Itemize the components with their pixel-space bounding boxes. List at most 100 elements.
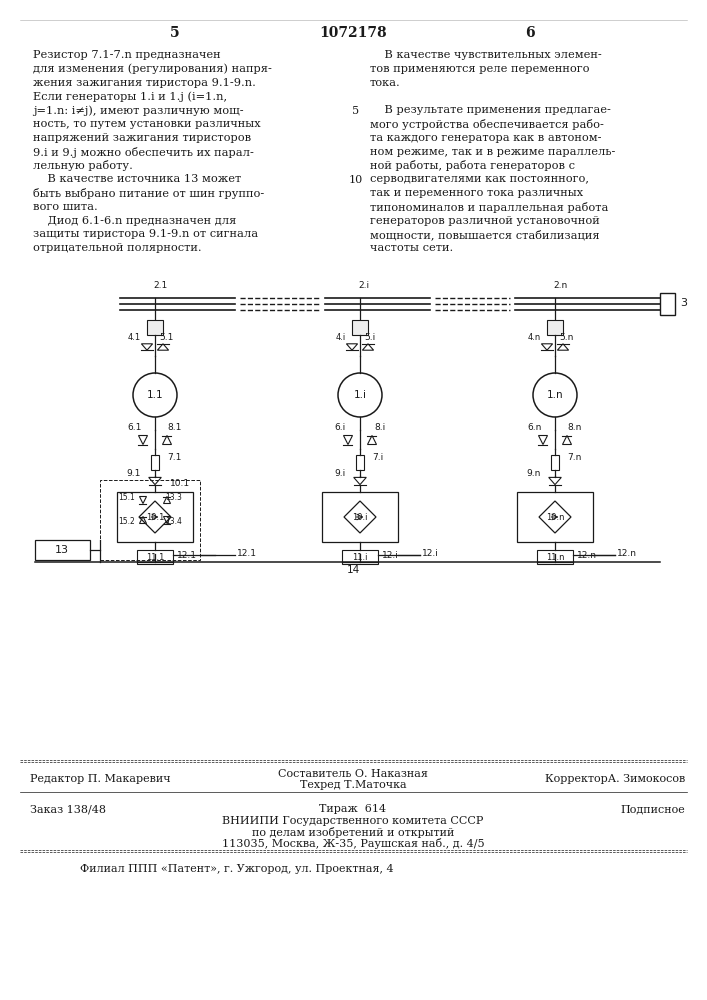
Text: Подписное: Подписное (620, 804, 685, 814)
Bar (356, 455, 364, 470)
Text: ВНИИПИ Государственного комитета СССР: ВНИИПИ Государственного комитета СССР (222, 816, 484, 826)
Text: j=1.n: i≠j), имеют различную мощ-: j=1.n: i≠j), имеют различную мощ- (33, 105, 244, 116)
Text: 11.1: 11.1 (146, 552, 164, 562)
Text: 5.1: 5.1 (159, 334, 173, 342)
Text: 13.4: 13.4 (165, 518, 182, 526)
Text: 5: 5 (170, 26, 180, 40)
Text: ность, то путем установки различных: ность, то путем установки различных (33, 119, 261, 129)
Text: мощности, повышается стабилизация: мощности, повышается стабилизация (370, 229, 600, 240)
Text: по делам изобретений и открытий: по делам изобретений и открытий (252, 827, 454, 838)
Text: 12.n: 12.n (577, 550, 597, 560)
Bar (117, 492, 193, 542)
Bar (137, 550, 173, 564)
Text: 5: 5 (352, 106, 360, 116)
Text: 9.1: 9.1 (127, 468, 141, 478)
Text: 10.1: 10.1 (170, 479, 190, 488)
Text: лельную работу.: лельную работу. (33, 160, 133, 171)
Text: 15.2: 15.2 (118, 518, 135, 526)
Text: 1.i: 1.i (354, 390, 366, 400)
Text: 9.i: 9.i (334, 468, 346, 478)
Text: жения зажигания тиристора 9.1-9.n.: жения зажигания тиристора 9.1-9.n. (33, 78, 256, 88)
Text: 4.1: 4.1 (128, 334, 141, 342)
Text: 10.1: 10.1 (146, 512, 164, 522)
Text: мого устройства обеспечивается рабо-: мого устройства обеспечивается рабо- (370, 119, 604, 130)
Text: тов применяются реле переменного: тов применяются реле переменного (370, 64, 597, 74)
Bar (660, 293, 675, 315)
Text: 2.i: 2.i (358, 282, 369, 290)
Text: быть выбрано питание от шин группо-: быть выбрано питание от шин группо- (33, 188, 264, 199)
Text: КорректорА. Зимокосов: КорректорА. Зимокосов (545, 774, 685, 784)
Text: 15.1: 15.1 (118, 493, 135, 502)
Text: Диод 6.1-6.n предназначен для: Диод 6.1-6.n предназначен для (33, 216, 236, 226)
Bar (100, 480, 200, 560)
Text: 5.n: 5.n (559, 334, 573, 342)
Text: 1.n: 1.n (547, 390, 563, 400)
Text: 2.1: 2.1 (153, 282, 168, 290)
Text: защиты тиристора 9.1-9.n от сигнала: защиты тиристора 9.1-9.n от сигнала (33, 229, 258, 239)
Text: та каждого генератора как в автоном-: та каждого генератора как в автоном- (370, 133, 602, 143)
Text: 6: 6 (525, 26, 534, 40)
Text: 8.n: 8.n (568, 424, 582, 432)
Text: частоты сети.: частоты сети. (370, 243, 453, 253)
Text: 7.i: 7.i (372, 454, 383, 462)
Bar (551, 455, 559, 470)
Text: так и переменного тока различных: так и переменного тока различных (370, 188, 583, 198)
Bar (151, 455, 159, 470)
Text: 4.i: 4.i (336, 334, 346, 342)
Text: Тираж  614: Тираж 614 (320, 804, 387, 814)
Text: 13: 13 (55, 545, 69, 555)
Text: 10.n: 10.n (546, 512, 564, 522)
Text: В качестве источника 13 может: В качестве источника 13 может (33, 174, 241, 184)
Text: отрицательной полярности.: отрицательной полярности. (33, 243, 201, 253)
Text: Составитель О. Наказная: Составитель О. Наказная (278, 769, 428, 779)
Text: типономиналов и параллельная работа: типономиналов и параллельная работа (370, 202, 609, 213)
Text: 8.1: 8.1 (168, 424, 182, 432)
Text: 11.n: 11.n (546, 552, 564, 562)
Text: ной работы, работа генераторов с: ной работы, работа генераторов с (370, 160, 575, 171)
Text: 14: 14 (346, 565, 360, 575)
Text: В результате применения предлагае-: В результате применения предлагае- (370, 105, 611, 115)
Text: 10: 10 (349, 175, 363, 185)
Text: 6.n: 6.n (528, 424, 542, 432)
Text: 12.1: 12.1 (237, 548, 257, 558)
Bar (322, 492, 398, 542)
Text: тока.: тока. (370, 78, 401, 88)
Text: 6.i: 6.i (334, 424, 346, 432)
Text: генераторов различной установочной: генераторов различной установочной (370, 216, 600, 226)
Text: напряжений зажигания тиристоров: напряжений зажигания тиристоров (33, 133, 251, 143)
Text: Заказ 138/48: Заказ 138/48 (30, 804, 106, 814)
Text: для изменения (регулирования) напря-: для изменения (регулирования) напря- (33, 64, 272, 74)
Text: 113035, Москва, Ж-35, Раушская наб., д. 4/5: 113035, Москва, Ж-35, Раушская наб., д. … (222, 838, 484, 849)
Text: 12.i: 12.i (382, 550, 399, 560)
Text: 10.i: 10.i (352, 512, 368, 522)
Bar (35, 540, 90, 560)
Text: серводвигателями как постоянного,: серводвигателями как постоянного, (370, 174, 589, 184)
Text: 4.n: 4.n (527, 334, 541, 342)
Text: 2.n: 2.n (553, 282, 567, 290)
Text: 1072178: 1072178 (319, 26, 387, 40)
Text: 5.i: 5.i (364, 334, 375, 342)
Text: Редактор П. Макаревич: Редактор П. Макаревич (30, 774, 170, 784)
Text: 3: 3 (680, 298, 687, 308)
Bar (147, 320, 163, 335)
Text: Если генераторы 1.i и 1.j (i=1.n,: Если генераторы 1.i и 1.j (i=1.n, (33, 91, 227, 102)
Text: 13.3: 13.3 (165, 493, 182, 502)
Bar (547, 320, 563, 335)
Text: 12.i: 12.i (422, 548, 439, 558)
Text: 12.n: 12.n (617, 548, 637, 558)
Bar (352, 320, 368, 335)
Text: ном режиме, так и в режиме параллель-: ном режиме, так и в режиме параллель- (370, 147, 615, 157)
Text: 7.1: 7.1 (167, 454, 182, 462)
Text: Резистор 7.1-7.n предназначен: Резистор 7.1-7.n предназначен (33, 50, 221, 60)
Bar (517, 492, 593, 542)
Text: 12.1: 12.1 (177, 550, 197, 560)
Text: 1.1: 1.1 (146, 390, 163, 400)
Bar (537, 550, 573, 564)
Text: В качестве чувствительных элемен-: В качестве чувствительных элемен- (370, 50, 602, 60)
Text: 7.n: 7.n (567, 454, 581, 462)
Text: Филиал ППП «Патент», г. Ужгород, ул. Проектная, 4: Филиал ППП «Патент», г. Ужгород, ул. Про… (80, 864, 394, 874)
Text: 8.i: 8.i (375, 424, 385, 432)
Text: Техред Т.Маточка: Техред Т.Маточка (300, 780, 407, 790)
Text: вого шита.: вого шита. (33, 202, 98, 212)
Bar (342, 550, 378, 564)
